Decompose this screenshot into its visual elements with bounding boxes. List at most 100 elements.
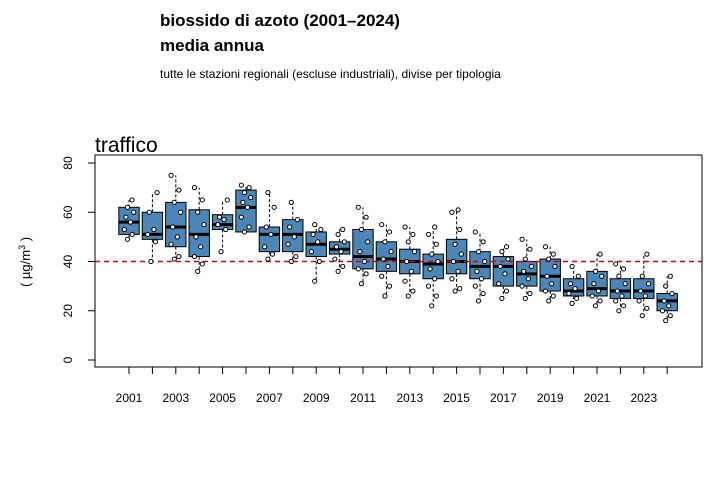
data-point	[288, 199, 294, 205]
box-2002	[141, 192, 164, 262]
data-point	[613, 261, 619, 267]
points-layer	[121, 172, 675, 324]
x-axis: 2001 2003 2005 2007 2009 2011 2013 2015 2017 2019…	[116, 367, 668, 405]
data-point	[199, 261, 205, 267]
box-body	[445, 238, 468, 275]
box-2017	[492, 246, 515, 299]
data-point	[475, 249, 482, 255]
data-point	[410, 288, 416, 294]
box-2007	[258, 192, 281, 260]
data-point	[218, 249, 224, 255]
box-body	[235, 189, 257, 233]
data-point	[432, 224, 438, 230]
data-point	[338, 249, 344, 255]
box-2016	[469, 231, 491, 301]
data-point	[546, 256, 552, 262]
box-2008	[282, 202, 304, 262]
data-point	[291, 234, 297, 240]
data-point	[315, 239, 321, 245]
data-point	[427, 266, 433, 272]
data-point	[357, 249, 363, 255]
box-body	[211, 214, 234, 230]
data-point	[542, 288, 549, 294]
data-point	[405, 239, 411, 245]
data-point	[358, 281, 365, 287]
x-tick-label: 2015	[443, 391, 470, 405]
x-tick-label: 2011	[350, 391, 376, 405]
data-point	[599, 273, 605, 279]
data-point	[379, 273, 385, 279]
data-point	[312, 278, 318, 284]
data-point	[332, 256, 338, 262]
data-point	[425, 283, 432, 289]
data-point	[238, 182, 244, 188]
data-point	[191, 253, 198, 260]
data-point	[365, 239, 371, 245]
data-point	[404, 258, 410, 265]
data-point	[480, 290, 486, 297]
data-point	[614, 288, 620, 294]
data-point	[363, 214, 369, 220]
data-point	[340, 263, 346, 270]
data-point	[549, 281, 555, 287]
box-2019	[539, 246, 561, 301]
data-point	[572, 285, 578, 292]
data-point	[667, 273, 673, 279]
data-point	[363, 271, 369, 277]
data-point	[318, 226, 324, 233]
data-point	[268, 231, 274, 238]
data-point	[382, 239, 388, 245]
data-point	[246, 185, 252, 191]
data-point	[121, 226, 127, 233]
data-point	[265, 189, 271, 196]
box-2014	[422, 227, 444, 306]
data-point	[429, 251, 435, 257]
data-point	[569, 263, 575, 270]
data-point	[519, 283, 525, 289]
x-tick-label: 2021	[584, 391, 611, 405]
data-point	[663, 318, 669, 324]
data-point	[482, 258, 488, 265]
data-point	[663, 283, 669, 289]
data-point	[379, 221, 385, 228]
data-point	[544, 273, 550, 279]
data-point	[597, 251, 603, 257]
data-point	[312, 221, 318, 228]
box-body	[165, 201, 187, 248]
data-point	[567, 281, 574, 287]
data-point	[613, 298, 619, 304]
data-point	[638, 288, 644, 294]
data-point	[148, 258, 154, 265]
data-point	[195, 209, 201, 215]
data-point	[333, 244, 340, 250]
x-tick-label: 2003	[162, 391, 189, 405]
data-point	[542, 244, 549, 250]
data-point	[193, 234, 199, 240]
data-point	[449, 209, 455, 215]
box-2018	[516, 239, 538, 299]
data-point	[316, 258, 322, 265]
data-point	[616, 308, 622, 314]
data-point	[269, 251, 276, 257]
data-point	[129, 197, 135, 203]
chart-subtitle: tutte le stazioni regionali (escluse ind…	[160, 67, 501, 81]
box-2005	[211, 199, 234, 252]
data-point	[221, 217, 227, 223]
data-point	[386, 283, 393, 289]
data-point	[177, 209, 184, 215]
box-2004	[188, 187, 210, 272]
data-point	[402, 224, 408, 230]
data-point	[215, 221, 221, 228]
data-point	[168, 172, 174, 178]
box-2013	[399, 227, 421, 296]
data-point	[499, 249, 505, 255]
data-point	[310, 231, 316, 238]
box-body	[422, 253, 444, 280]
data-point	[569, 300, 575, 306]
data-point	[262, 244, 268, 250]
data-point	[388, 249, 394, 255]
data-point	[620, 266, 627, 272]
box-body	[258, 226, 281, 253]
data-point	[341, 239, 347, 245]
